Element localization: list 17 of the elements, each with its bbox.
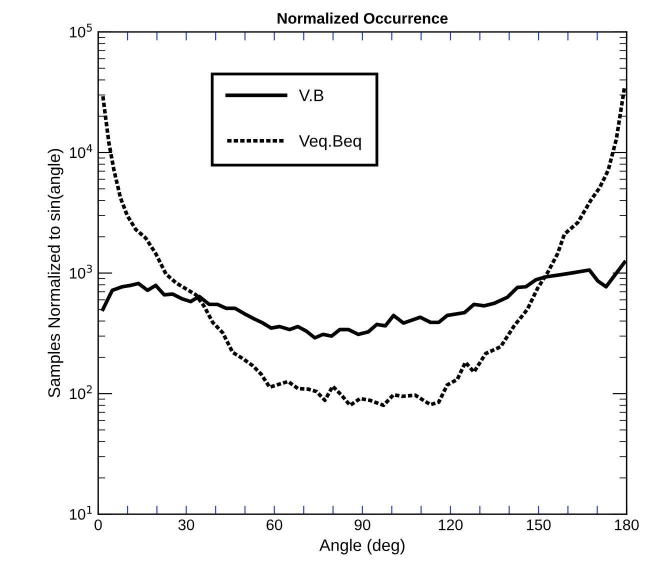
y-axis-title: Samples Normalized to sin(angle) — [48, 149, 64, 398]
x-tick-label: 180 — [615, 519, 639, 530]
x-axis-title: Angle (deg) — [319, 538, 404, 554]
x-tick-label: 30 — [178, 519, 194, 530]
x-tick-label: 150 — [526, 519, 551, 530]
x-tick-label: 120 — [438, 519, 463, 530]
y-tick-label: 10$^{4}$ — [70, 144, 92, 158]
x-tick-label: 60 — [266, 519, 282, 530]
chart-title: Normalized Occurrence — [278, 12, 448, 24]
legend-label: Veq.Beq — [298, 135, 361, 150]
y-tick-label: 10$^{1}$ — [70, 506, 92, 520]
y-tick-label: 10$^{3}$ — [70, 264, 92, 279]
x-tick-label: 90 — [354, 519, 370, 530]
x-tick-label: 0 — [94, 519, 102, 530]
y-tick-label: 10$^{5}$ — [70, 24, 92, 38]
legend-label: V.B — [298, 90, 324, 102]
y-tick-label: 10$^{2}$ — [70, 385, 92, 400]
